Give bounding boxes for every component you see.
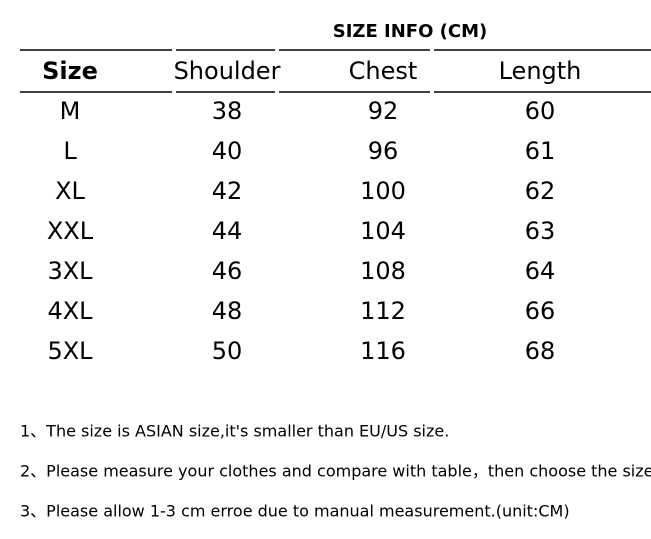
table-cell: 42 <box>212 177 243 205</box>
column-header: Chest <box>349 57 418 85</box>
table-cell: 48 <box>212 297 243 325</box>
column-header: Shoulder <box>174 57 281 85</box>
table-cell: 108 <box>360 257 406 285</box>
table-cell: 116 <box>360 337 406 365</box>
table-cell: 66 <box>525 297 556 325</box>
table-cell: 96 <box>368 137 399 165</box>
table-cell: 4XL <box>47 297 93 325</box>
table-cell: 63 <box>525 217 556 245</box>
note: 2、Please measure your clothes and compar… <box>20 462 651 481</box>
table-cell: L <box>63 137 77 165</box>
table-cell: XL <box>55 177 85 205</box>
column-header: Size <box>42 57 98 85</box>
table-cell: 50 <box>212 337 243 365</box>
table-cell: 64 <box>525 257 556 285</box>
table-cell: 60 <box>525 97 556 125</box>
table-cell: 38 <box>212 97 243 125</box>
note: 3、Please allow 1-3 cm erroe due to manua… <box>20 502 570 521</box>
table-cell: 40 <box>212 137 243 165</box>
table-cell: 3XL <box>47 257 93 285</box>
table-cell: 112 <box>360 297 406 325</box>
table-cell: 68 <box>525 337 556 365</box>
note: 1、The size is ASIAN size,it's smaller th… <box>20 422 449 441</box>
table-cell: 100 <box>360 177 406 205</box>
table-cell: 46 <box>212 257 243 285</box>
table-cell: 62 <box>525 177 556 205</box>
title: SIZE INFO (CM) <box>333 21 487 42</box>
table-cell: 61 <box>525 137 556 165</box>
table-cell: 92 <box>368 97 399 125</box>
table-cell: 5XL <box>47 337 93 365</box>
table-cell: 44 <box>212 217 243 245</box>
table-cell: XXL <box>47 217 94 245</box>
table-cell: M <box>60 97 81 125</box>
column-header: Length <box>499 57 582 85</box>
table-cell: 104 <box>360 217 406 245</box>
